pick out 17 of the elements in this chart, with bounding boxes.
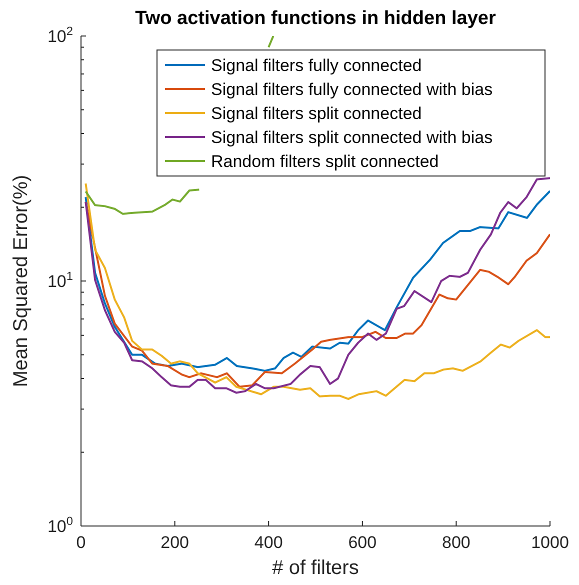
x-tick-label: 800 (442, 533, 470, 552)
legend-label: Signal filters split connected with bias (211, 128, 493, 147)
y-tick-label: 10$^{2}$ (47, 24, 74, 46)
y-tick-label: 10$^{0}$ (47, 514, 74, 536)
x-tick-label: 600 (348, 533, 377, 552)
y-axis-title: Mean Squared Error(%) (10, 174, 32, 388)
chart-title: Two activation functions in hidden layer (135, 8, 496, 29)
legend-label: Signal filters fully connected with bias (211, 80, 493, 99)
legend-label: Signal filters fully connected (211, 56, 422, 75)
x-axis-title: # of filters (272, 557, 359, 579)
legend-label: Random filters split connected (211, 152, 439, 171)
y-tick-label: 10$^{1}$ (47, 269, 74, 291)
legend-label: Signal filters split connected (211, 104, 422, 123)
x-tick-label: 1000 (531, 533, 569, 552)
x-tick-label: 400 (254, 533, 283, 552)
x-tick-label: 200 (160, 533, 189, 552)
x-tick-label: 0 (76, 533, 86, 552)
